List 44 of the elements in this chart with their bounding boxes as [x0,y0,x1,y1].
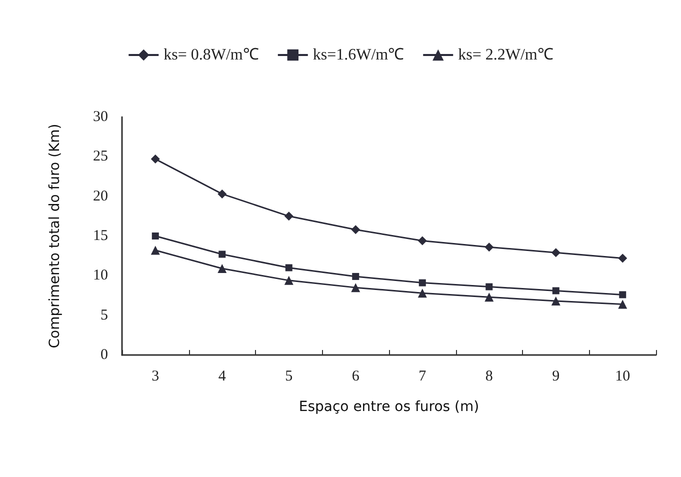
point [551,248,560,258]
point [284,276,294,285]
point [418,279,426,286]
x-tick-label: 6 [352,368,360,384]
x-tick-label: 3 [152,368,160,384]
point [150,154,160,164]
y-tick-label: 20 [93,188,108,204]
point [351,225,360,234]
point [551,296,560,306]
point [619,291,626,298]
point [218,264,227,274]
point [418,236,427,246]
x-tick-label: 7 [418,368,427,384]
y-tick-label: 0 [100,347,108,363]
point [218,189,227,198]
y-axis-title: Comprimento total do furo (Km) [47,124,63,348]
y-tick-label: 10 [93,268,108,284]
point [150,246,160,255]
point [486,283,493,290]
x-tick-label: 4 [218,368,226,384]
x-tick-label: 5 [285,368,293,384]
x-tick-label: 8 [485,368,493,384]
point [484,242,494,252]
point [618,300,628,309]
legend-label: ks=1.6W/m℃ [312,46,404,64]
legend-label: ks= 2.2W/m℃ [458,46,554,64]
point [484,292,494,302]
x-axis-title: Espaço entre os furos (m) [298,399,480,415]
point [285,264,292,272]
point [352,272,360,280]
point [284,212,294,221]
x-tick-label: 9 [552,368,560,384]
point [418,288,427,298]
point [218,250,226,258]
y-tick-label: 25 [93,148,108,165]
y-tick-label: 15 [93,228,108,244]
point [552,287,560,294]
point [152,232,159,240]
x-tick-label: 10 [615,368,630,384]
point [351,283,360,292]
point [618,254,628,263]
y-tick-label: 30 [93,109,108,125]
y-tick-label: 5 [100,307,108,324]
legend-label: ks= 0.8W/m℃ [164,46,259,64]
